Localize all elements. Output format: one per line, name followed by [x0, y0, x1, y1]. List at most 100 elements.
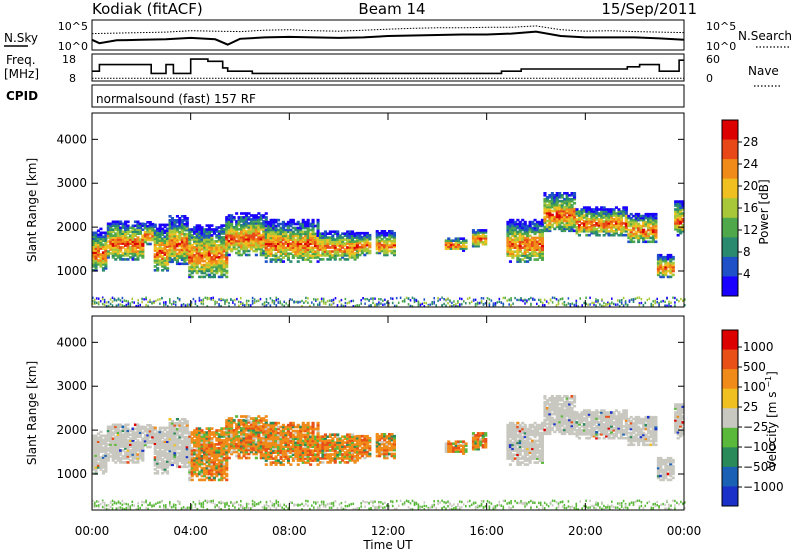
power-clutter-cell	[646, 298, 649, 302]
velocity-echo-cell	[111, 433, 115, 436]
power-echo-cell	[570, 192, 574, 195]
power-echo-cell	[200, 263, 204, 267]
velocity-echo-cell	[200, 454, 204, 458]
power-echo-cell	[227, 235, 231, 239]
power-clutter-cell	[137, 305, 139, 308]
power-echo-cell	[597, 208, 601, 211]
power-echo-cell	[294, 226, 298, 230]
velocity-echo-cell	[175, 447, 179, 451]
power-echo-cell	[284, 242, 288, 246]
velocity-echo-cell	[163, 448, 167, 451]
power-echo-cell	[664, 263, 668, 267]
power-echo-cell	[563, 217, 567, 221]
power-clutter-cell	[506, 299, 508, 302]
power-echo-cell	[96, 259, 100, 262]
power-echo-cell	[651, 226, 655, 230]
power-echo-cell	[299, 256, 303, 259]
power-echo-cell	[304, 236, 308, 240]
velocity-echo-cell	[173, 459, 177, 463]
power-echo-cell	[516, 258, 520, 261]
power-echo-cell	[168, 238, 172, 242]
power-echo-cell	[104, 243, 108, 246]
velocity-echo-cell	[158, 446, 162, 449]
power-echo-cell	[518, 234, 522, 238]
velocity-echo-cell	[121, 427, 125, 431]
power-clutter-cell	[421, 302, 424, 306]
velocity-echo-cell	[210, 474, 214, 478]
power-echo-cell	[119, 238, 123, 241]
velocity-echo-cell	[215, 472, 219, 476]
power-echo-cell	[570, 199, 574, 203]
power-echo-cell	[235, 233, 239, 237]
velocity-echo-cell	[225, 468, 229, 472]
power-echo-cell	[269, 236, 273, 240]
power-echo-cell	[193, 269, 197, 273]
power-echo-cell	[642, 236, 646, 240]
power-echo-cell	[207, 251, 211, 255]
power-echo-cell	[346, 234, 350, 237]
power-echo-cell	[183, 252, 187, 256]
power-echo-cell	[131, 236, 135, 239]
power-echo-cell	[205, 269, 209, 273]
power-echo-cell	[249, 243, 253, 247]
velocity-echo-cell	[190, 462, 194, 466]
power-echo-cell	[622, 222, 626, 225]
power-echo-cell	[166, 233, 170, 237]
power-echo-cell	[175, 242, 179, 246]
power-clutter-cell	[616, 299, 619, 302]
power-clutter-cell	[368, 298, 370, 302]
power-echo-cell	[205, 257, 209, 261]
power-echo-cell	[676, 202, 680, 205]
power-clutter-cell	[465, 302, 467, 305]
power-echo-cell	[679, 222, 683, 225]
power-clutter-cell	[652, 300, 654, 303]
power-clutter-cell	[382, 299, 384, 302]
power-echo-cell	[679, 216, 683, 219]
power-echo-cell	[299, 244, 303, 248]
power-echo-cell	[558, 192, 562, 195]
power-echo-cell	[200, 234, 204, 237]
power-echo-cell	[550, 205, 554, 209]
power-echo-cell	[207, 232, 211, 235]
velocity-echo-cell	[141, 459, 145, 462]
power-clutter-cell	[206, 296, 209, 300]
power-echo-cell	[383, 245, 387, 249]
power-echo-cell	[575, 230, 579, 233]
power-echo-cell	[306, 238, 310, 242]
velocity-echo-cell	[178, 422, 182, 425]
power-echo-cell	[550, 192, 554, 195]
power-clutter-cell	[141, 300, 143, 304]
power-echo-cell	[281, 256, 285, 259]
power-echo-cell	[203, 255, 207, 259]
power-echo-cell	[124, 228, 128, 231]
power-echo-cell	[205, 261, 209, 265]
velocity-echo-cell	[126, 431, 130, 434]
power-echo-cell	[644, 232, 648, 236]
power-echo-cell	[637, 214, 641, 218]
power-echo-cell	[647, 226, 651, 230]
power-echo-cell	[170, 221, 174, 224]
power-echo-cell	[247, 226, 251, 229]
power-echo-cell	[614, 212, 618, 215]
power-echo-cell	[143, 240, 147, 244]
power-echo-cell	[210, 271, 214, 275]
power-echo-cell	[227, 216, 231, 219]
velocity-echo-cell	[101, 454, 105, 457]
power-echo-cell	[375, 231, 379, 235]
velocity-echo-cell	[205, 468, 209, 472]
power-echo-cell	[220, 249, 224, 253]
power-echo-cell	[269, 252, 273, 255]
power-echo-cell	[198, 236, 202, 239]
power-echo-cell	[198, 267, 202, 271]
velocity-echo-cell	[227, 456, 231, 460]
power-echo-cell	[101, 247, 105, 250]
velocity-echo-cell	[225, 438, 229, 442]
colorbar-tick-label: 12	[743, 223, 758, 237]
velocity-echo-cell	[205, 466, 209, 470]
power-echo-cell	[279, 242, 283, 246]
power-echo-cell	[163, 265, 167, 268]
power-echo-cell	[111, 248, 115, 251]
power-echo-cell	[642, 216, 646, 220]
power-clutter-cell	[674, 301, 676, 304]
power-echo-cell	[639, 228, 643, 232]
